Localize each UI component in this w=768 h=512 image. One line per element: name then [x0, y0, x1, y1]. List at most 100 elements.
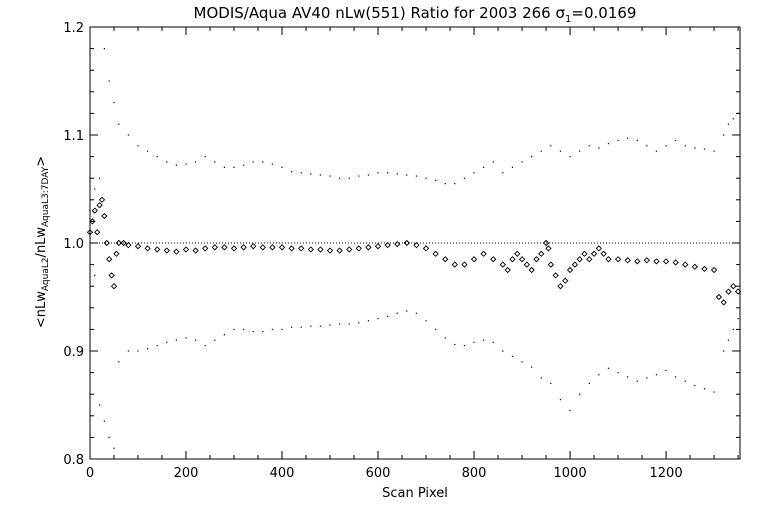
data-point — [91, 207, 98, 214]
data-point — [586, 256, 593, 263]
data-point — [329, 324, 331, 326]
data-point — [713, 150, 715, 152]
data-point — [175, 164, 178, 166]
y-axis: 0.8 0.9 1.0 1.1 1.2 — [63, 21, 740, 468]
data-point — [579, 150, 581, 152]
data-point — [435, 179, 437, 181]
data-point — [725, 288, 732, 295]
data-point — [653, 258, 660, 265]
y-tick-label: 1.1 — [63, 129, 84, 144]
data-point — [137, 145, 139, 147]
data-point — [259, 244, 266, 251]
data-point — [291, 171, 293, 173]
data-point — [233, 166, 235, 168]
data-point — [281, 166, 283, 168]
data-point — [655, 374, 658, 376]
chart-title: MODIS/Aqua AV40 nLw(551) Ratio for 2003 … — [194, 4, 637, 25]
chart-title-sigma-value: =0.0169 — [571, 4, 636, 22]
data-point — [665, 145, 667, 147]
data-point — [665, 369, 667, 372]
data-point — [540, 150, 542, 152]
data-point — [348, 177, 350, 179]
data-point — [108, 272, 115, 279]
data-point — [339, 323, 341, 325]
data-point — [600, 250, 607, 257]
data-point — [502, 350, 504, 352]
data-point — [646, 377, 648, 379]
data-point — [185, 337, 187, 339]
data-point — [545, 245, 552, 252]
x-tick-label: 1200 — [650, 466, 683, 481]
data-point — [103, 48, 106, 50]
data-point — [262, 161, 264, 163]
data-point — [550, 382, 552, 384]
data-point — [103, 239, 110, 247]
y-axis-label-close: > — [34, 156, 49, 167]
data-point — [540, 377, 542, 379]
y-axis-label: <nLwAquaL2/nLwAquaL3:7DAY> — [34, 156, 51, 328]
data-point — [634, 258, 641, 265]
data-point — [291, 326, 293, 328]
data-point — [425, 320, 427, 322]
data-point — [413, 242, 420, 249]
chart-title-sigma-subscript: 1 — [565, 14, 571, 25]
y-tick-label: 1.2 — [63, 21, 84, 36]
data-point — [734, 288, 742, 295]
data-point — [144, 245, 151, 252]
data-point — [732, 118, 734, 120]
data-point — [89, 218, 96, 225]
data-point — [710, 266, 718, 274]
data-point — [89, 210, 91, 212]
data-point — [715, 293, 723, 301]
data-point — [99, 404, 101, 406]
data-point — [614, 256, 622, 263]
data-point — [377, 172, 379, 174]
data-point — [310, 325, 312, 327]
data-point — [415, 175, 418, 177]
data-point — [422, 245, 430, 252]
data-point — [509, 256, 516, 263]
x-tick-label: 200 — [174, 466, 199, 481]
x-tick-label: 600 — [366, 466, 391, 481]
data-point — [166, 341, 168, 343]
data-point — [723, 350, 725, 352]
data-point — [605, 256, 612, 263]
data-point — [115, 239, 122, 247]
data-point — [355, 245, 362, 252]
data-point — [94, 188, 96, 190]
data-point — [581, 250, 588, 257]
data-point — [579, 393, 581, 395]
data-point — [713, 391, 715, 393]
data-point — [358, 175, 360, 177]
data-point — [166, 161, 168, 163]
data-point — [504, 266, 511, 274]
data-point — [595, 245, 602, 252]
data-point — [98, 196, 106, 203]
data-point — [99, 177, 101, 179]
data-point — [511, 355, 514, 357]
data-point — [617, 372, 619, 374]
data-point — [480, 250, 487, 257]
data-point — [559, 150, 562, 152]
y-axis-label-open: <nLw — [34, 291, 49, 328]
data-point — [271, 163, 274, 165]
data-point — [250, 243, 257, 250]
data-point — [624, 257, 631, 264]
data-point — [94, 274, 96, 276]
data-point — [125, 242, 132, 249]
data-point — [281, 328, 283, 330]
data-point — [252, 330, 254, 333]
data-point — [300, 326, 302, 328]
data-point — [701, 265, 708, 273]
data-point — [559, 399, 562, 401]
data-point — [396, 312, 398, 314]
data-point — [278, 244, 286, 251]
data-point — [154, 246, 161, 253]
data-point — [523, 261, 530, 268]
data-point — [94, 229, 101, 236]
data-point — [617, 139, 619, 141]
data-point — [367, 320, 370, 322]
data-point — [550, 145, 552, 147]
data-point — [269, 244, 276, 251]
data-point — [643, 257, 651, 264]
